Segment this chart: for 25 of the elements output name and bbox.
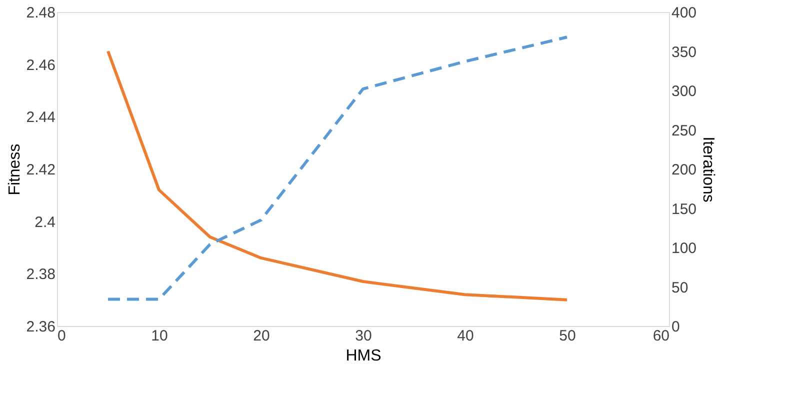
x-axis-title: HMS (346, 348, 382, 364)
y2-tick-label: 100 (672, 240, 697, 257)
y-tick-label: 2.42 (26, 162, 56, 178)
x-tick-label: 10 (151, 328, 168, 344)
y2-tick-label: 250 (672, 122, 697, 140)
y2-tick-label: 400 (672, 4, 697, 22)
y2-tick-label: 350 (672, 44, 697, 61)
x-tick-label: 60 (652, 328, 670, 344)
x-tick-label: 30 (355, 328, 372, 344)
y-tick-label: 2.38 (26, 266, 56, 284)
x-tick-label: 0 (58, 328, 66, 344)
x-tick-label: 50 (559, 328, 576, 344)
x-tick-label: 40 (457, 328, 474, 344)
y-axis-title: Fitness (6, 144, 24, 196)
y2-tick-label: 300 (672, 83, 697, 100)
y-tick-label: 2.48 (26, 4, 56, 22)
y-tick-label: 2.44 (26, 109, 56, 126)
y2-tick-label: 50 (672, 279, 688, 296)
x-tick-label: 20 (253, 328, 270, 344)
y2-tick-label: 150 (672, 200, 697, 218)
y2-axis-title: Iterations (700, 136, 717, 202)
y-tick-label: 2.4 (34, 214, 56, 231)
y-tick-label: 2.36 (26, 318, 56, 336)
y-tick-label: 2.46 (26, 56, 56, 74)
y2-tick-label: 200 (672, 162, 697, 178)
